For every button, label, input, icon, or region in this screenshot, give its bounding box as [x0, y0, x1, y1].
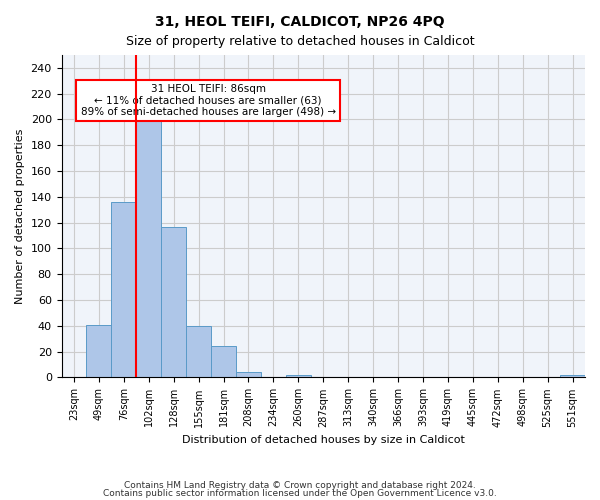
X-axis label: Distribution of detached houses by size in Caldicot: Distribution of detached houses by size …: [182, 435, 465, 445]
Bar: [236, 372, 261, 378]
Bar: [112, 202, 136, 378]
Y-axis label: Number of detached properties: Number of detached properties: [15, 128, 25, 304]
Text: 31 HEOL TEIFI: 86sqm
← 11% of detached houses are smaller (63)
89% of semi-detac: 31 HEOL TEIFI: 86sqm ← 11% of detached h…: [80, 84, 335, 117]
Bar: [211, 346, 236, 378]
Text: Size of property relative to detached houses in Caldicot: Size of property relative to detached ho…: [125, 35, 475, 48]
Bar: [186, 326, 211, 378]
Bar: [560, 375, 585, 378]
Text: 31, HEOL TEIFI, CALDICOT, NP26 4PQ: 31, HEOL TEIFI, CALDICOT, NP26 4PQ: [155, 15, 445, 29]
Bar: [286, 375, 311, 378]
Text: Contains HM Land Registry data © Crown copyright and database right 2024.: Contains HM Land Registry data © Crown c…: [124, 481, 476, 490]
Bar: [136, 118, 161, 378]
Text: Contains public sector information licensed under the Open Government Licence v3: Contains public sector information licen…: [103, 488, 497, 498]
Bar: [86, 324, 112, 378]
Bar: [161, 226, 186, 378]
